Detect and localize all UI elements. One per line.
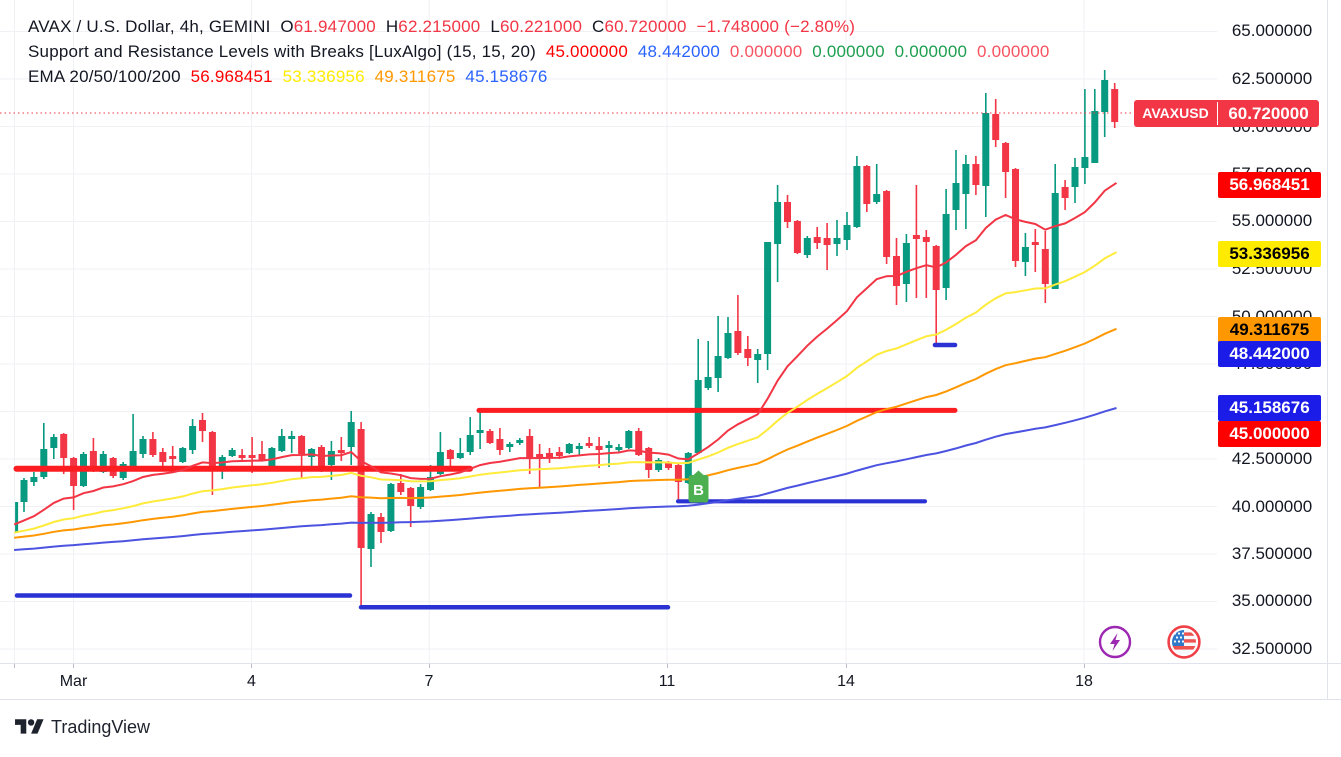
svg-text:B: B [693, 482, 704, 499]
